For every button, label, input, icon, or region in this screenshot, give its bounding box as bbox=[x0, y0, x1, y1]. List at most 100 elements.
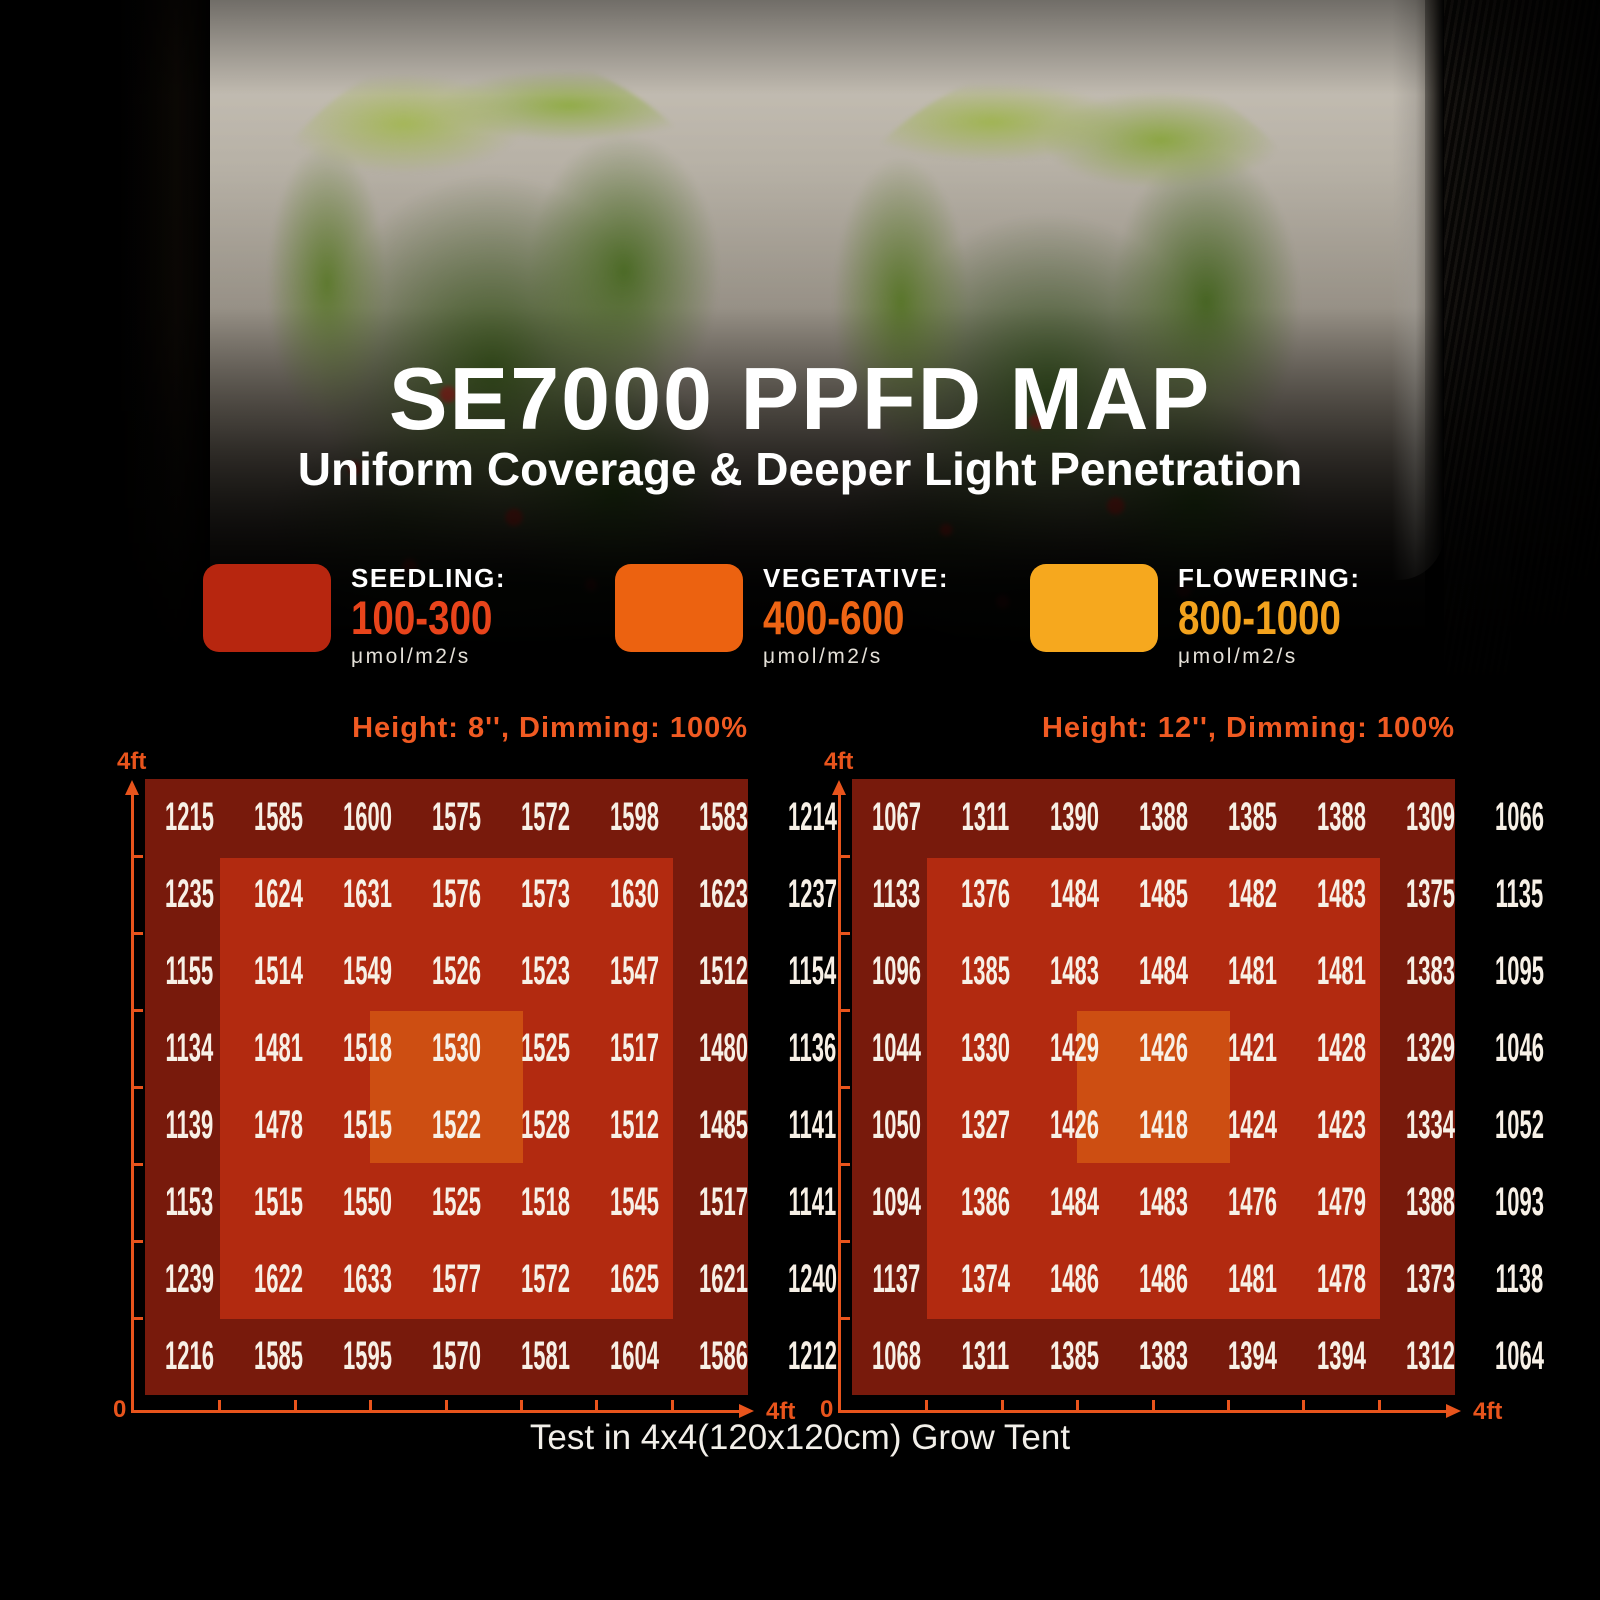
ppfd-value-cell: 1486 bbox=[1049, 1257, 1099, 1301]
ppfd-value-cell: 1068 bbox=[872, 1334, 921, 1378]
ppfd-value-cell: 1311 bbox=[961, 1334, 1010, 1378]
ppfd-value-cell: 1388 bbox=[1316, 795, 1366, 839]
ppfd-value-cell: 1385 bbox=[1227, 795, 1277, 839]
ppfd-value-cell: 1545 bbox=[609, 1180, 659, 1224]
ppfd-value-cell: 1235 bbox=[165, 872, 214, 916]
x-axis-tick bbox=[671, 1400, 674, 1410]
origin-label: 0 bbox=[113, 1396, 127, 1423]
ppfd-value-cell: 1133 bbox=[872, 872, 921, 916]
ppfd-value-cell: 1141 bbox=[788, 1180, 837, 1224]
ppfd-value-cell: 1239 bbox=[165, 1257, 214, 1301]
ppfd-value-cell: 1096 bbox=[872, 949, 921, 993]
ppfd-value-cell: 1154 bbox=[788, 949, 837, 993]
ppfd-value-cell: 1481 bbox=[254, 1026, 303, 1070]
ppfd-value-cell: 1424 bbox=[1227, 1103, 1277, 1147]
x-axis-tick bbox=[1378, 1400, 1381, 1410]
center-zone-rect bbox=[370, 1011, 523, 1163]
y-axis-tick bbox=[134, 855, 143, 858]
legend-text-block: SEEDLING: 100-300 μmol/m2/s bbox=[351, 564, 524, 669]
ppfd-value-cell: 1479 bbox=[1316, 1180, 1366, 1224]
y-axis-tick bbox=[134, 1317, 143, 1320]
ppfd-value-cell: 1482 bbox=[1227, 872, 1277, 916]
ppfd-value-cell: 1525 bbox=[520, 1026, 570, 1070]
ppfd-value-cell: 1480 bbox=[698, 1026, 748, 1070]
ppfd-value-cell: 1530 bbox=[431, 1026, 481, 1070]
ppfd-value-cell: 1483 bbox=[1316, 872, 1366, 916]
ppfd-value-cell: 1549 bbox=[342, 949, 392, 993]
ppfd-value-cell: 1484 bbox=[1138, 949, 1188, 993]
ppfd-value-cell: 1153 bbox=[165, 1180, 214, 1224]
ppfd-value-cell: 1576 bbox=[431, 872, 481, 916]
ppfd-value-cell: 1585 bbox=[254, 1334, 303, 1378]
ppfd-value-cell: 1483 bbox=[1049, 949, 1099, 993]
ppfd-value-cell: 1547 bbox=[609, 949, 659, 993]
ppfd-value-cell: 1481 bbox=[1316, 949, 1366, 993]
ppfd-value-cell: 1426 bbox=[1138, 1026, 1188, 1070]
ppfd-value-cell: 1137 bbox=[872, 1257, 921, 1301]
x-axis-max-label: 4ft bbox=[766, 1398, 796, 1425]
ppfd-value-cell: 1478 bbox=[1316, 1257, 1366, 1301]
ppfd-value-cell: 1484 bbox=[1049, 1180, 1099, 1224]
ppfd-value-cell: 1573 bbox=[520, 872, 570, 916]
ppfd-value-cell: 1483 bbox=[1138, 1180, 1188, 1224]
legend-text-block: FLOWERING: 800-1000 μmol/m2/s bbox=[1178, 564, 1377, 669]
ppfd-value-cell: 1572 bbox=[520, 795, 570, 839]
ppfd-value-cell: 1141 bbox=[788, 1103, 837, 1147]
ppfd-value-cell: 1373 bbox=[1405, 1257, 1455, 1301]
ppfd-value-cell: 1383 bbox=[1405, 949, 1455, 993]
test-condition-caption: Test in 4x4(120x120cm) Grow Tent bbox=[529, 1418, 1071, 1457]
ppfd-value-cell: 1514 bbox=[254, 949, 303, 993]
ppfd-value-cell: 1376 bbox=[961, 872, 1010, 916]
ppfd-value-cell: 1386 bbox=[961, 1180, 1010, 1224]
ppfd-value-cell: 1383 bbox=[1138, 1334, 1188, 1378]
ppfd-value-cell: 1581 bbox=[520, 1334, 570, 1378]
ppfd-value-cell: 1526 bbox=[431, 949, 481, 993]
x-axis-tick bbox=[1152, 1400, 1155, 1410]
chart-header-8in: Height: 8'', Dimming: 100% bbox=[352, 712, 748, 744]
origin-label: 0 bbox=[820, 1396, 834, 1423]
ppfd-value-cell: 1388 bbox=[1405, 1180, 1455, 1224]
legend-stage-label: SEEDLING: bbox=[351, 563, 507, 593]
ppfd-value-cell: 1375 bbox=[1405, 872, 1455, 916]
ppfd-value-cell: 1522 bbox=[431, 1103, 481, 1147]
y-axis-tick bbox=[841, 855, 850, 858]
ppfd-value-cell: 1374 bbox=[961, 1257, 1010, 1301]
page-subtitle: Uniform Coverage & Deeper Light Penetrat… bbox=[297, 443, 1303, 495]
ppfd-value-cell: 1633 bbox=[342, 1257, 392, 1301]
ppfd-value-cell: 1394 bbox=[1316, 1334, 1366, 1378]
ppfd-value-cell: 1515 bbox=[254, 1180, 303, 1224]
y-axis-tick bbox=[841, 1086, 850, 1089]
ppfd-value-cell: 1485 bbox=[698, 1103, 748, 1147]
x-axis-tick bbox=[1076, 1400, 1079, 1410]
x-axis-tick bbox=[595, 1400, 598, 1410]
y-axis bbox=[125, 780, 143, 1412]
x-axis-tick bbox=[294, 1400, 297, 1410]
ppfd-value-cell: 1426 bbox=[1049, 1103, 1099, 1147]
y-axis-tick bbox=[841, 1317, 850, 1320]
seedling-color-swatch bbox=[203, 564, 331, 652]
legend-unit-label: μmol/m2/s bbox=[1178, 645, 1298, 669]
x-axis-tick bbox=[1001, 1400, 1004, 1410]
ppfd-value-cell: 1215 bbox=[165, 795, 214, 839]
vegetative-color-swatch bbox=[615, 564, 743, 652]
x-axis-max-label: 4ft bbox=[1473, 1398, 1503, 1425]
ppfd-value-cell: 1481 bbox=[1227, 949, 1277, 993]
ppfd-value-cell: 1575 bbox=[431, 795, 481, 839]
legend-range-value: 800-1000 bbox=[1178, 590, 1341, 644]
y-axis-tick bbox=[841, 1009, 850, 1012]
legend-range-value: 400-600 bbox=[763, 590, 905, 644]
ppfd-value-cell: 1622 bbox=[254, 1257, 303, 1301]
ppfd-value-cell: 1237 bbox=[787, 872, 837, 916]
ppfd-value-cell: 1570 bbox=[431, 1334, 481, 1378]
ppfd-value-cell: 1595 bbox=[342, 1334, 392, 1378]
ppfd-value-cell: 1625 bbox=[609, 1257, 659, 1301]
ppfd-value-cell: 1476 bbox=[1227, 1180, 1277, 1224]
ppfd-value-cell: 1330 bbox=[961, 1026, 1010, 1070]
ppfd-value-cell: 1598 bbox=[609, 795, 659, 839]
ppfd-value-cell: 1478 bbox=[254, 1103, 303, 1147]
legend-unit-label: μmol/m2/s bbox=[351, 645, 471, 669]
ppfd-value-cell: 1067 bbox=[872, 795, 921, 839]
y-axis-max-label: 4ft bbox=[824, 748, 854, 775]
legend-item-vegetative: VEGETATIVE: 400-600 μmol/m2/s bbox=[615, 564, 949, 669]
ppfd-value-cell: 1631 bbox=[342, 872, 392, 916]
